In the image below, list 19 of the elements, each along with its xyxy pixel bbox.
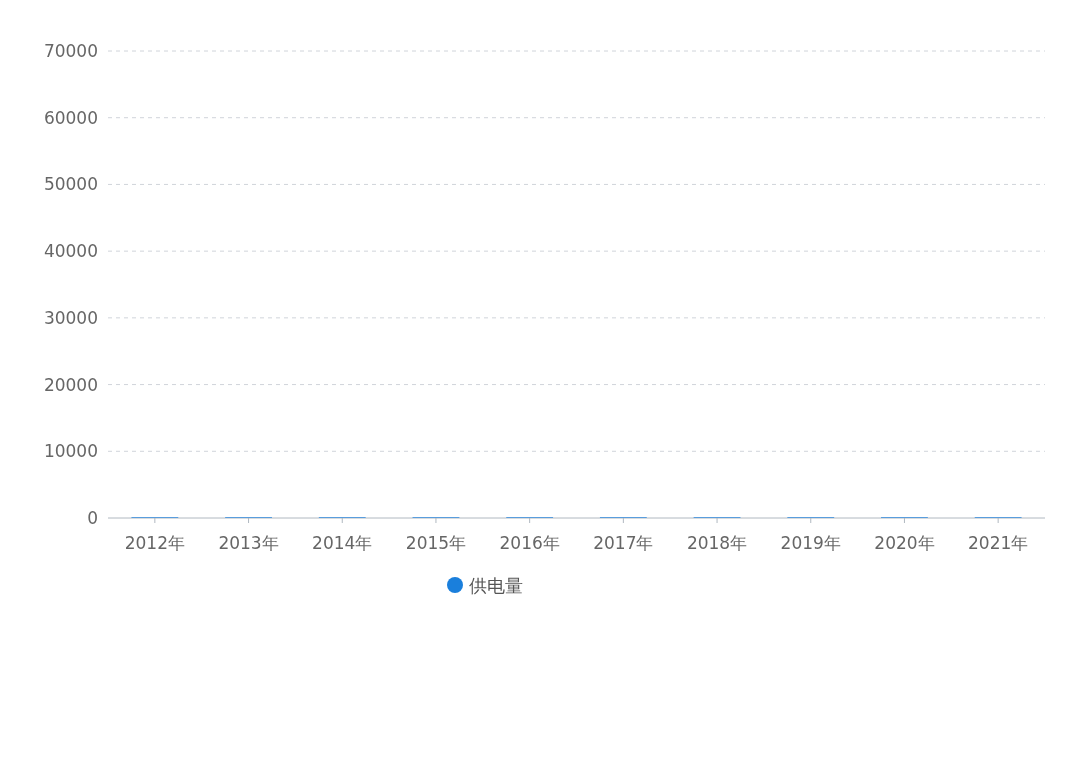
y-tick-label: 20000	[43, 374, 98, 395]
x-tick-label: 2013年	[218, 533, 279, 553]
x-tick-label: 2015年	[405, 533, 467, 553]
x-tick-label: 2017年	[593, 533, 654, 553]
y-tick-label: 30000	[43, 307, 98, 328]
legend-label: 供电量	[469, 575, 523, 596]
x-tick-label: 2019年	[780, 533, 841, 553]
y-tick-label: 10000	[43, 441, 98, 462]
y-tick-label: 60000	[43, 107, 98, 128]
y-tick-label: 40000	[43, 241, 98, 262]
x-tick-label: 2016年	[499, 533, 560, 553]
x-tick-label: 2020年	[874, 533, 935, 553]
x-tick-label: 2012年	[124, 533, 185, 553]
x-tick-label: 2021年	[968, 533, 1029, 553]
y-tick-label: 0	[87, 508, 98, 528]
y-tick-label: 70000	[43, 41, 98, 61]
y-tick-label: 50000	[43, 174, 98, 195]
x-tick-label: 2014年	[312, 533, 373, 553]
x-tick-label: 2018年	[686, 533, 748, 553]
